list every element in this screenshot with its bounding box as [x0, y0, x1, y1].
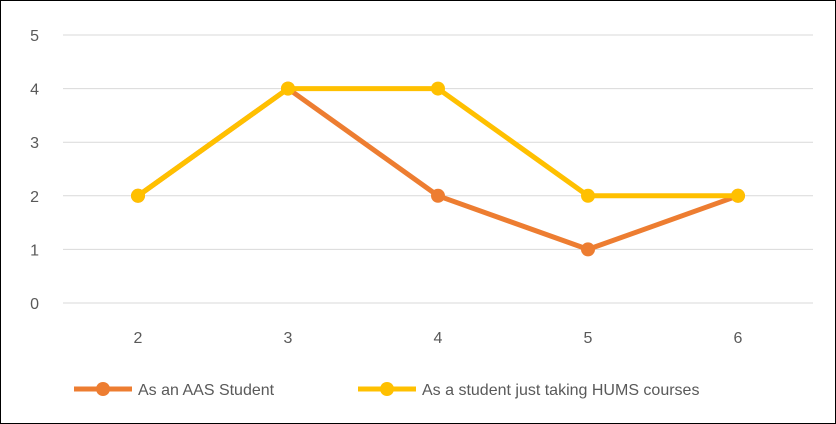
series-1-point	[281, 81, 295, 96]
legend-swatch-marker	[380, 382, 394, 396]
y-tick-label: 3	[30, 135, 39, 152]
legend-label: As an AAS Student	[138, 382, 275, 399]
series-0-point	[581, 242, 595, 257]
series-0-point	[431, 188, 445, 203]
y-tick-label: 1	[30, 242, 39, 259]
series-1-point	[731, 188, 745, 203]
x-tick-label: 4	[434, 330, 443, 347]
x-tick-label: 2	[134, 330, 143, 347]
x-axis-tick-labels: 2 3 4 5 6	[134, 330, 743, 347]
series-1-point	[431, 81, 445, 96]
y-tick-label: 5	[30, 28, 39, 45]
series-line-0	[135, 86, 741, 252]
plot-area	[131, 81, 745, 257]
legend-swatch-marker	[96, 382, 110, 396]
legend: As an AAS Student As a student just takin…	[74, 382, 699, 399]
x-tick-label: 5	[584, 330, 593, 347]
series-1-point	[581, 188, 595, 203]
x-tick-label: 6	[734, 330, 743, 347]
y-tick-label: 2	[30, 189, 39, 206]
legend-label: As a student just taking HUMS courses	[422, 382, 699, 399]
y-axis-tick-labels: 0 1 2 3 4 5	[30, 28, 39, 313]
x-tick-label: 3	[284, 330, 293, 347]
y-tick-label: 0	[30, 296, 39, 313]
series-1-point	[131, 188, 145, 203]
y-tick-label: 4	[30, 82, 39, 99]
